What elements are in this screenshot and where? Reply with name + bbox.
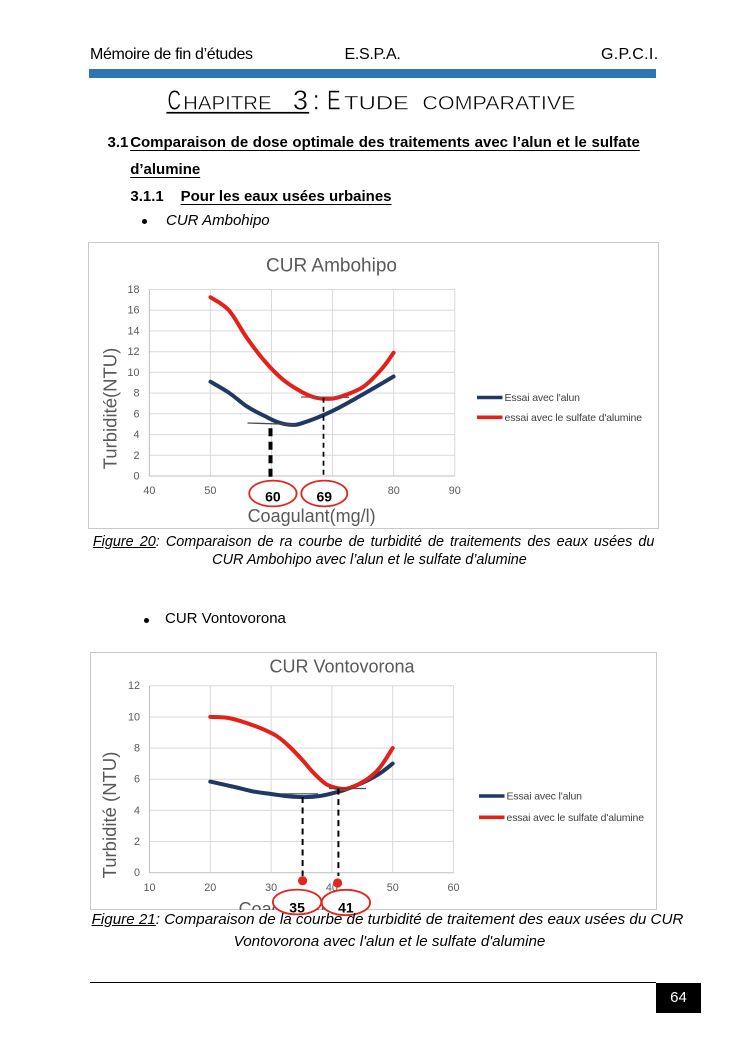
svg-text:E: E	[327, 84, 341, 115]
svg-text:Turbidité(NTU): Turbidité(NTU)	[99, 348, 120, 470]
svg-text:Essai avec l'alun: Essai avec l'alun	[505, 392, 581, 404]
svg-text:4: 4	[134, 805, 140, 817]
svg-text:10: 10	[143, 882, 155, 894]
svg-text:Turbidité (NTU): Turbidité (NTU)	[99, 752, 120, 879]
svg-text:8: 8	[134, 743, 140, 755]
svg-text:CUR Ambohipo: CUR Ambohipo	[266, 256, 397, 277]
svg-text:60: 60	[265, 488, 281, 504]
svg-text:10: 10	[127, 367, 139, 379]
svg-text:3: 3	[293, 84, 308, 115]
svg-text:60: 60	[447, 882, 459, 894]
svg-text:HAPITRE: HAPITRE	[183, 93, 272, 114]
svg-text:69: 69	[317, 488, 333, 504]
svg-text:50: 50	[204, 485, 216, 497]
svg-text:6: 6	[133, 408, 139, 420]
svg-text:0: 0	[134, 867, 140, 879]
svg-text:30: 30	[265, 882, 277, 894]
svg-text:Essai avec l'alun: Essai avec l'alun	[507, 791, 583, 803]
svg-text:90: 90	[449, 485, 461, 497]
svg-text:2: 2	[134, 836, 140, 848]
svg-text:essai avec le sulfate d'alumin: essai avec le sulfate d'alumine	[505, 412, 643, 424]
svg-text:COMPARATIVE: COMPARATIVE	[422, 93, 575, 114]
svg-text:40: 40	[143, 485, 155, 497]
svg-text:80: 80	[388, 485, 400, 497]
svg-text:0: 0	[133, 471, 139, 483]
svg-text:12: 12	[128, 680, 140, 692]
svg-text:4: 4	[133, 429, 139, 441]
svg-text:20: 20	[204, 882, 216, 894]
svg-text::: :	[312, 84, 320, 115]
svg-text:CUR Vontovorona: CUR Vontovorona	[269, 657, 415, 677]
svg-text:41: 41	[338, 900, 354, 916]
svg-text:16: 16	[127, 305, 139, 317]
svg-text:18: 18	[127, 284, 139, 296]
svg-text:50: 50	[387, 882, 399, 894]
svg-text:35: 35	[289, 900, 305, 916]
svg-text:TUDE: TUDE	[344, 93, 409, 114]
svg-text:Coagulant(mg/l): Coagulant(mg/l)	[248, 506, 376, 526]
svg-text:essai avec le sulfate d'alumin: essai avec le sulfate d'alumine	[507, 812, 645, 824]
svg-text:2: 2	[133, 450, 139, 462]
svg-text:10: 10	[128, 712, 140, 724]
svg-text:8: 8	[133, 388, 139, 400]
svg-text:12: 12	[127, 346, 139, 358]
svg-text:14: 14	[127, 325, 139, 337]
svg-text:C: C	[168, 84, 182, 115]
svg-text:6: 6	[134, 774, 140, 786]
